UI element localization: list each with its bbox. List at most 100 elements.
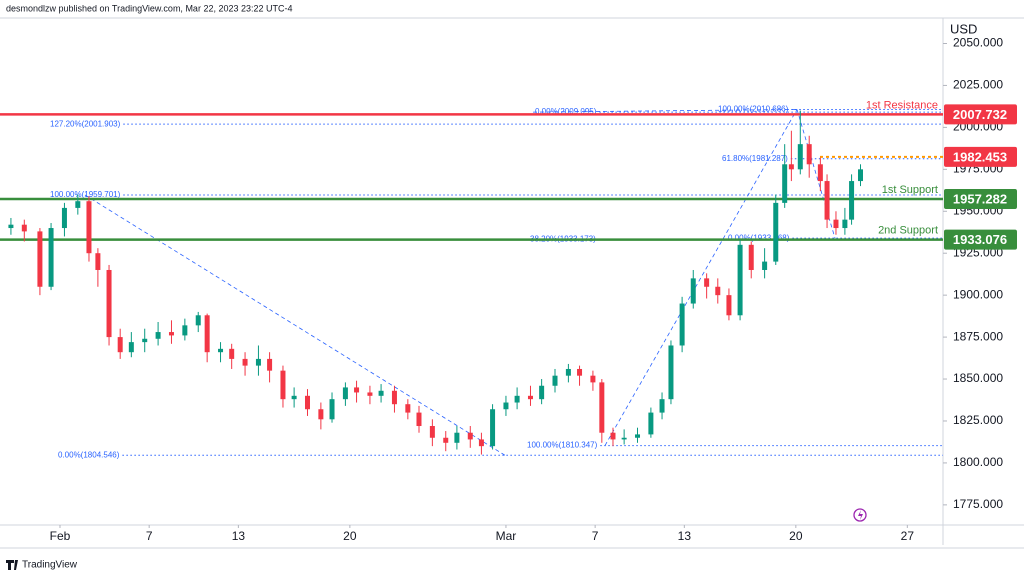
trend-line: [604, 109, 798, 446]
level-name: 1st Support: [882, 184, 938, 196]
candle-body: [267, 358, 273, 371]
candle-body: [824, 181, 830, 220]
level-name: 2nd Support: [878, 225, 938, 237]
y-tick-label: 2050.000: [953, 36, 1003, 50]
x-tick-label: 27: [901, 529, 915, 543]
candle-body: [817, 164, 823, 182]
x-tick-label: 20: [343, 529, 357, 543]
candle-body: [182, 325, 188, 336]
candle-body: [773, 202, 779, 262]
price-tag: [944, 189, 1017, 210]
fib-label: 0.00%(1933.968): [728, 233, 790, 242]
fib-label: 100.00%(2010.686): [718, 105, 789, 114]
trend-line: [84, 194, 506, 456]
candle-body: [762, 261, 768, 270]
candle-body: [95, 253, 101, 270]
candle-body: [842, 219, 848, 229]
candle-body: [318, 409, 324, 420]
candle-body: [416, 412, 422, 427]
candle-body: [782, 164, 788, 203]
candle-body: [748, 244, 754, 270]
price-tag: [944, 104, 1017, 125]
candle-body: [429, 426, 435, 438]
candle-body: [527, 395, 533, 400]
candle-body: [280, 370, 286, 400]
alert-bolt: [858, 510, 863, 520]
candle-body: [833, 219, 839, 229]
fib-label: 100.00%(1959.701): [50, 190, 121, 199]
candle-body: [490, 409, 496, 447]
candle-body: [668, 345, 674, 400]
candle-body: [577, 368, 583, 376]
footer: TradingView: [22, 560, 78, 571]
x-tick-label: 20: [789, 529, 803, 543]
candle-body: [565, 368, 571, 376]
candle-body: [737, 244, 743, 316]
candle-body: [21, 224, 27, 232]
candle-body: [329, 399, 335, 420]
candle-body: [621, 437, 627, 440]
y-tick-label: 1900.000: [953, 287, 1003, 301]
candle-body: [378, 390, 384, 396]
candle-body: [354, 387, 360, 393]
candle-body: [48, 228, 54, 287]
candle-body: [454, 432, 460, 443]
candle-body: [304, 395, 310, 410]
candle-body: [37, 231, 43, 287]
price-tag: [944, 229, 1017, 250]
price-tag: [944, 146, 1017, 167]
candle-body: [599, 382, 605, 433]
candle-body: [291, 395, 297, 400]
fib-label: 0.00%(1804.546): [58, 450, 120, 459]
candle-body: [255, 358, 261, 366]
x-tick-label: Mar: [496, 529, 517, 543]
header: desmondlzw published on TradingView.com,…: [6, 3, 293, 13]
candle-body: [590, 375, 596, 383]
candle-body: [155, 332, 161, 339]
candle-body: [367, 392, 373, 396]
y-tick-label: 1825.000: [953, 413, 1003, 427]
y-tick-label: 1800.000: [953, 455, 1003, 469]
candle-body: [503, 402, 509, 410]
candle-body: [690, 278, 696, 304]
fib-label: 100.00%(1810.347): [527, 441, 598, 450]
candle-body: [443, 437, 449, 443]
candle-body: [117, 337, 123, 353]
candle-body: [478, 439, 484, 447]
candle-body: [797, 144, 803, 170]
candle-body: [648, 412, 654, 435]
candle-body: [142, 338, 148, 343]
candle-body: [552, 375, 558, 386]
candle-body: [75, 201, 81, 208]
candle-body: [168, 332, 174, 336]
candle-body: [704, 278, 710, 287]
x-tick-label: Feb: [50, 529, 71, 543]
candle-body: [128, 342, 134, 353]
trend-line: [532, 109, 798, 113]
level-name: 1st Resistance: [866, 99, 938, 111]
x-tick-label: 7: [592, 529, 599, 543]
logo: [6, 560, 18, 570]
x-tick-label: 7: [146, 529, 153, 543]
candle-body: [218, 348, 224, 353]
candle-body: [204, 315, 210, 353]
candle-body: [849, 181, 855, 220]
candle-body: [342, 387, 348, 400]
x-tick-label: 13: [678, 529, 692, 543]
candle-body: [229, 348, 235, 359]
candle-body: [610, 432, 616, 440]
candle-body: [857, 169, 863, 182]
candle-body: [659, 399, 665, 413]
candle-body: [391, 390, 397, 405]
y-tick-label: 1775.000: [953, 497, 1003, 511]
candle-body: [715, 286, 721, 296]
y-tick-label: 1850.000: [953, 371, 1003, 385]
candle-body: [405, 404, 411, 413]
candle-body: [788, 164, 794, 170]
candle-body: [514, 395, 520, 403]
y-tick-label: 1875.000: [953, 329, 1003, 343]
fib-label: 61.80%(1981.287): [722, 154, 788, 163]
alert-icon[interactable]: [853, 508, 867, 522]
candle-body: [635, 434, 641, 438]
